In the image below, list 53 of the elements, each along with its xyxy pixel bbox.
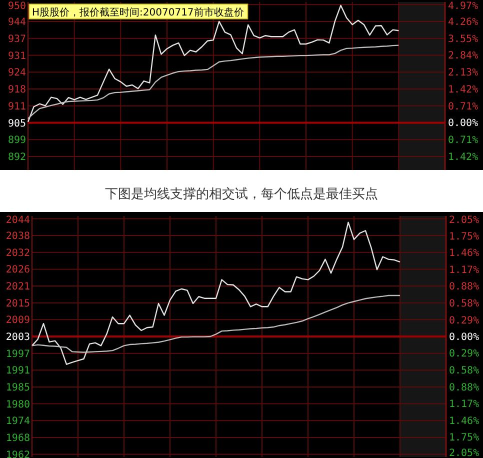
y-tick-label: 2003 [6, 332, 30, 343]
y-tick-label: 2021 [6, 282, 30, 293]
y2-tick-label: 0.71% [448, 135, 478, 146]
y2-tick-label: 0.58% [449, 298, 480, 310]
y2-tick-label: 0.00% [448, 118, 478, 130]
y2-tick-label: 4.97% [448, 1, 478, 12]
y-tick-label: 1997 [6, 348, 30, 360]
y2-tick-label: 1.17% [449, 399, 480, 410]
y2-tick-label: 1.46% [449, 248, 480, 260]
y2-tick-label: 4.26% [448, 16, 478, 28]
y2-tick-label: 0.71% [448, 101, 478, 112]
y2-tick-label: 2.84% [448, 50, 478, 62]
y-tick-label: 905 [8, 118, 26, 130]
y2-tick-label: 0.88% [449, 382, 480, 394]
y-tick-label: 2015 [6, 298, 30, 310]
y-tick-label: 1968 [6, 432, 30, 444]
y-tick-label: 911 [8, 101, 26, 112]
y-tick-label: 1985 [6, 382, 30, 394]
y-tick-label: 2032 [6, 248, 30, 259]
y-tick-label: 2026 [6, 264, 30, 276]
y-tick-label: 899 [8, 135, 26, 146]
y2-tick-label: 2.05% [449, 448, 480, 458]
y2-tick-label: 2.05% [449, 215, 480, 226]
y-tick-label: 892 [8, 152, 26, 163]
y2-tick-label: 1.42% [448, 152, 478, 163]
y2-tick-label: 0.29% [449, 348, 480, 360]
y2-tick-label: 0.88% [449, 282, 480, 293]
y2-tick-label: 2.13% [448, 68, 478, 79]
y-tick-label: 931 [8, 50, 26, 62]
y2-tick-label: 0.29% [449, 315, 480, 326]
y-tick-label: 2038 [6, 231, 30, 242]
annotation: H股股价，报价截至时间:20070717前市收盘价 [32, 6, 244, 18]
y-tick-label: 1980 [6, 399, 30, 410]
y-tick-label: 950 [8, 1, 26, 12]
y2-tick-label: 1.17% [449, 264, 480, 276]
y-tick-label: 2044 [6, 215, 30, 226]
y-tick-label: 944 [8, 17, 26, 28]
y2-tick-label: 1.46% [449, 416, 480, 427]
y2-tick-label: 1.75% [449, 232, 480, 243]
y-tick-label: 1962 [6, 450, 30, 458]
chart-title: 下图是均线支撑的相交试，每个低点是最佳买点 [105, 186, 378, 202]
y2-tick-label: 1.75% [449, 432, 480, 444]
y2-tick-label: 3.55% [448, 34, 478, 45]
y2-tick-label: 0.58% [449, 365, 480, 376]
y-tick-label: 918 [8, 84, 26, 96]
y-tick-label: 1974 [6, 416, 30, 428]
y-tick-label: 924 [8, 68, 26, 79]
y2-tick-label: 1.42% [448, 84, 478, 96]
y-tick-label: 937 [8, 34, 26, 45]
annotation: H股股价，报价截至时间:20070717前市收盘价 [28, 4, 248, 20]
y-tick-label: 2009 [6, 315, 30, 326]
y2-tick-label: 0.00% [449, 332, 480, 343]
y-tick-label: 1991 [6, 366, 30, 377]
